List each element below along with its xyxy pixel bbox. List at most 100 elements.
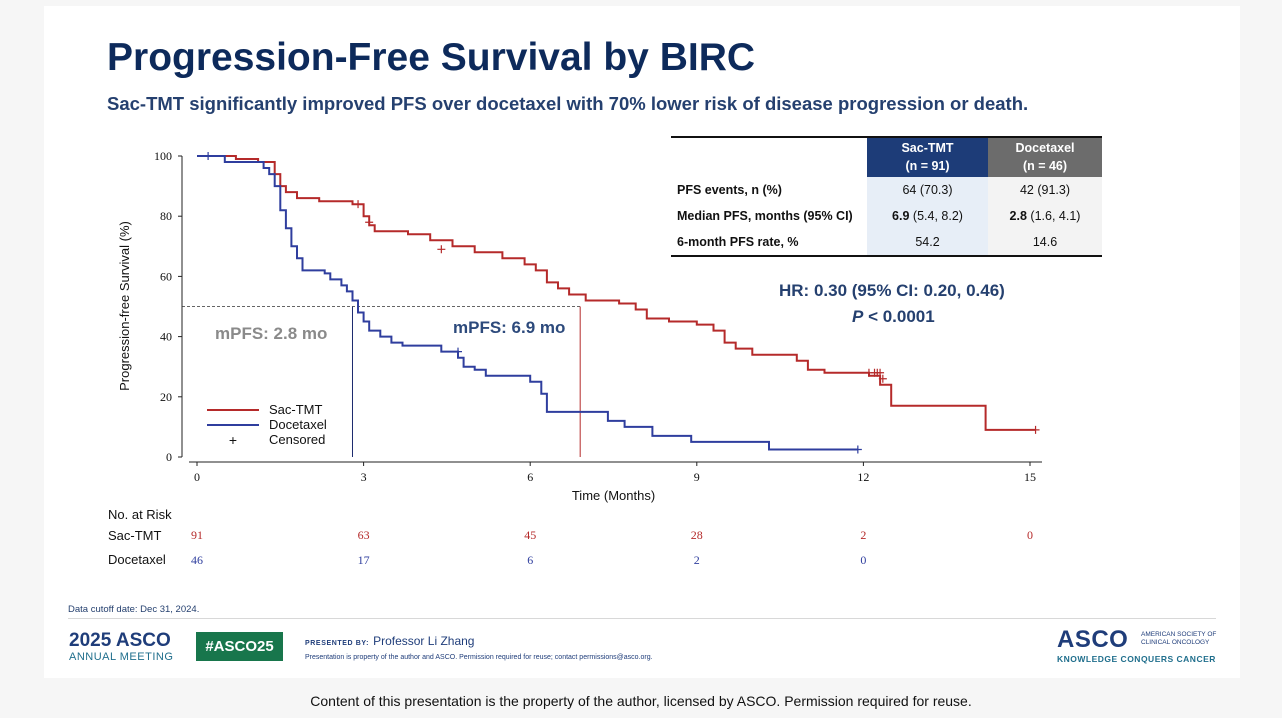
header-doc-name: Docetaxel: [1015, 141, 1075, 155]
legend-label-sac-tmt: Sac-TMT: [269, 402, 323, 417]
hashtag-badge: #ASCO25: [196, 632, 283, 661]
asco-society-name: AMERICAN SOCIETY OF CLINICAL ONCOLOGY: [1141, 631, 1216, 647]
meeting-asco: ASCO: [115, 630, 171, 651]
slide-title: Progression-Free Survival by BIRC: [107, 36, 756, 79]
cell-sac-6mo-rate: 54.2: [867, 229, 988, 256]
cell-doc-events-value: 42 (91.3): [1019, 183, 1071, 197]
censor-mark-sac-tmt: [365, 218, 374, 227]
society-line-1: AMERICAN SOCIETY OF: [1141, 631, 1217, 638]
summary-header-blank: [671, 137, 867, 177]
asco-logo: ASCO: [1057, 626, 1129, 653]
summary-header-row: Sac-TMT (n = 91) Docetaxel (n = 46): [671, 137, 1102, 177]
legend-swatch-docetaxel: [207, 423, 259, 426]
footer-divider: [68, 618, 1216, 619]
x-tick-label: 0: [194, 470, 200, 484]
summary-header-sac-tmt: Sac-TMT (n = 91): [867, 137, 988, 177]
legend-label-censored: Censored: [269, 432, 326, 447]
cell-sac-events-value: 64 (70.3): [902, 183, 953, 197]
median-annotation-docetaxel: mPFS: 2.8 mo: [215, 324, 328, 343]
y-tick-label: 100: [154, 149, 172, 163]
slide-background: [44, 6, 1240, 678]
data-cutoff-note: Data cutoff date: Dec 31, 2024.: [68, 604, 200, 615]
series-line-sac-tmt: [197, 155, 1036, 431]
censor-mark-docetaxel: [204, 152, 213, 160]
censor-mark-docetaxel: [454, 347, 463, 356]
censor-mark-sac-tmt: [878, 374, 887, 383]
asco-tagline: KNOWLEDGE CONQUERS CANCER: [1057, 654, 1216, 664]
p-value-label: P: [852, 307, 864, 326]
p-value: P < 0.0001: [852, 307, 935, 327]
y-tick-label: 80: [160, 209, 172, 223]
x-axis-title: Time (Months): [572, 488, 655, 503]
risk-count-sac-tmt: 0: [1027, 528, 1033, 542]
legend-symbol-censored: +: [228, 431, 238, 448]
risk-label-docetaxel: Docetaxel: [108, 552, 166, 567]
summary-row-events: PFS events, n (%) 64 (70.3) 42 (91.3): [671, 177, 1102, 203]
chart-reference-lines: [182, 306, 581, 457]
presentation-note: Presentation is property of the author a…: [305, 654, 653, 661]
hazard-ratio: HR: 0.30 (95% CI: 0.20, 0.46): [779, 281, 1005, 300]
presenter-name: Professor Li Zhang: [373, 634, 475, 648]
legend-swatch-sac-tmt: [207, 408, 259, 411]
row-label-median: Median PFS, months (95% CI): [677, 209, 853, 223]
chart-series: [197, 155, 1036, 451]
legend-item-censored: + Censored: [207, 431, 327, 448]
y-tick-label: 0: [166, 450, 172, 464]
risk-count-docetaxel: 6: [527, 553, 533, 567]
risk-count-docetaxel: 0: [860, 553, 866, 567]
chart-censor-marks: [204, 152, 1040, 454]
median-annotation-sac-tmt: mPFS: 6.9 mo: [453, 318, 566, 337]
chart-legend: Sac-TMT Docetaxel + Censored: [207, 402, 327, 448]
y-tick-label: 40: [160, 330, 172, 344]
p-value-number: < 0.0001: [863, 307, 935, 326]
presented-by: PRESENTED BY: Professor Li Zhang: [305, 632, 474, 650]
y-tick-label: 20: [160, 390, 172, 404]
summary-row-median: Median PFS, months (95% CI) 6.9 (5.4, 8.…: [671, 203, 1102, 229]
cell-doc-median: 2.8 (1.6, 4.1): [988, 203, 1102, 229]
cell-doc-median-value: (1.6, 4.1): [1026, 209, 1081, 223]
row-label-6mo-rate: 6-month PFS rate, %: [677, 235, 799, 249]
censor-mark-sac-tmt: [437, 245, 446, 254]
risk-count-sac-tmt: 45: [524, 528, 536, 542]
x-tick-label: 12: [857, 470, 869, 484]
censor-mark-sac-tmt: [876, 368, 885, 377]
society-line-2: CLINICAL ONCOLOGY: [1141, 639, 1210, 646]
x-tick-label: 3: [361, 470, 367, 484]
meeting-year: 2025: [69, 630, 112, 651]
cell-doc-median-bold: 2.8: [1009, 209, 1027, 223]
cell-sac-median: 6.9 (5.4, 8.2): [867, 203, 988, 229]
risk-count-docetaxel: 17: [358, 553, 370, 567]
risk-count-sac-tmt: 2: [860, 528, 866, 542]
row-label-events: PFS events, n (%): [677, 183, 782, 197]
copyright-notice: Content of this presentation is the prop…: [310, 693, 972, 709]
risk-count-docetaxel: 2: [694, 553, 700, 567]
censor-mark-sac-tmt: [1031, 425, 1040, 434]
cell-sac-events: 64 (70.3): [867, 177, 988, 203]
cell-doc-6mo-value: 14.6: [1032, 235, 1058, 249]
censor-mark-sac-tmt: [354, 200, 363, 209]
chart-axes: 0 20 40 60 80 100 0 3 6 9 12 15 Time (Months) Progres…: [117, 149, 1042, 503]
risk-label-sac-tmt: Sac-TMT: [108, 528, 162, 543]
risk-table-title: No. at Risk: [108, 507, 172, 522]
summary-table-top-rule: [671, 136, 1102, 138]
cell-sac-6mo-value: 54.2: [915, 235, 940, 249]
cell-sac-median-bold: 6.9: [892, 209, 910, 223]
risk-count-sac-tmt: 63: [358, 528, 370, 542]
meeting-subtitle: ANNUAL MEETING: [69, 651, 174, 663]
legend-label-docetaxel: Docetaxel: [269, 417, 327, 432]
pfs-summary-table: Sac-TMT (n = 91) Docetaxel (n = 46) PFS ev…: [671, 137, 1102, 257]
x-tick-label: 15: [1024, 470, 1036, 484]
cell-doc-6mo-rate: 14.6: [988, 229, 1102, 256]
risk-table: 91 63 45 28 2 0 46 17 6 2 0: [191, 528, 1033, 567]
header-doc-n: (n = 46): [1022, 159, 1068, 173]
summary-row-6mo-rate: 6-month PFS rate, % 54.2 14.6: [671, 229, 1102, 256]
y-tick-label: 60: [160, 269, 172, 283]
presented-by-label: PRESENTED BY:: [305, 640, 370, 647]
censor-mark-docetaxel: [853, 445, 862, 454]
risk-count-sac-tmt: 28: [691, 528, 703, 542]
x-tick-label: 6: [527, 470, 533, 484]
cell-sac-median-value: (5.4, 8.2): [909, 209, 963, 223]
risk-count-sac-tmt: 91: [191, 528, 203, 542]
y-axis-title: Progression-free Survival (%): [117, 221, 132, 391]
